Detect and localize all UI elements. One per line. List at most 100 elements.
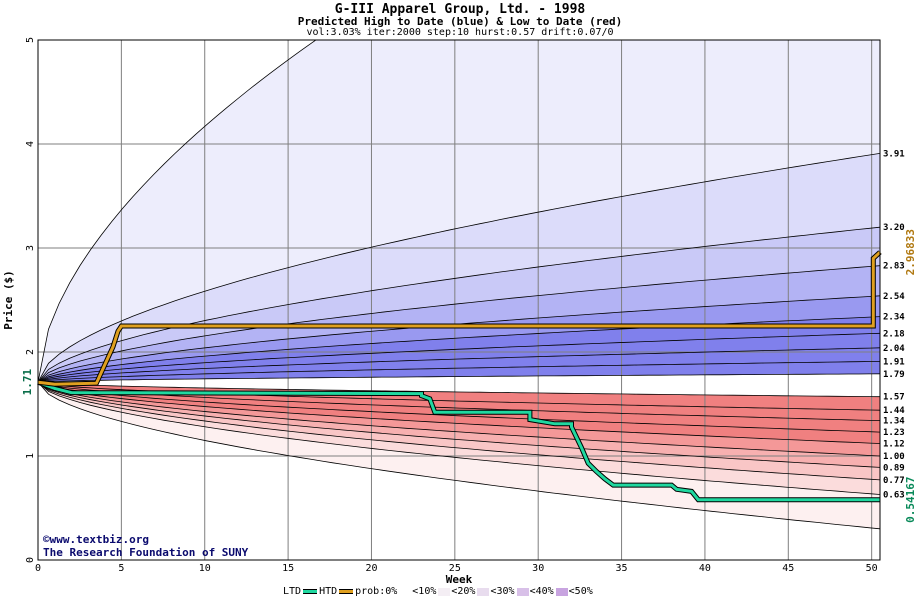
start-price-label: 1.71 bbox=[21, 369, 34, 396]
legend-swatch-4 bbox=[555, 587, 568, 596]
x-tick-label-15: 15 bbox=[282, 563, 294, 574]
low-band-4 bbox=[38, 382, 880, 456]
plot-frame bbox=[37, 39, 881, 561]
legend-item-3: <40% bbox=[529, 586, 554, 597]
y-tick-label-3: 3 bbox=[25, 245, 36, 251]
y-tick-label-0: 0 bbox=[25, 557, 36, 563]
quantile-line-low-6 bbox=[38, 381, 880, 468]
quantile-label-5: 2.18 bbox=[883, 329, 905, 339]
credits-org: The Research Foundation of SUNY bbox=[43, 546, 249, 559]
quantile-label-0: 3.91 bbox=[883, 149, 905, 159]
quantile-line-outer-low bbox=[38, 381, 880, 530]
x-tick-label-10: 10 bbox=[199, 563, 211, 574]
htd-final-label: 2.96833 bbox=[904, 229, 917, 275]
legend-item-4: <50% bbox=[568, 586, 593, 597]
quantile-line-low-7 bbox=[38, 381, 880, 481]
high-band-4 bbox=[38, 295, 880, 383]
credits: ©www.textbiz.org The Research Foundation… bbox=[43, 533, 248, 559]
high-band-0 bbox=[38, 40, 880, 383]
quantile-line-high-8 bbox=[38, 373, 880, 383]
legend: LTD HTD prob:0% <10% <20% <30% <40% <50% bbox=[283, 586, 593, 597]
legend-prob-label: prob:0% bbox=[355, 586, 398, 597]
quantile-lines bbox=[38, 40, 880, 530]
quantile-label-1: 3.20 bbox=[883, 223, 905, 233]
quantile-label-11: 1.34 bbox=[883, 417, 905, 427]
quantile-line-low-3 bbox=[38, 381, 880, 433]
y-axis-label: Price ($) bbox=[2, 270, 15, 330]
y-tick-label-5: 5 bbox=[25, 37, 36, 43]
legend-ltd-label: LTD bbox=[283, 586, 302, 597]
legend-htd-label: HTD bbox=[319, 586, 338, 597]
low-band-3 bbox=[38, 382, 880, 444]
probability-bands bbox=[38, 40, 880, 529]
credits-site: ©www.textbiz.org bbox=[43, 533, 149, 546]
quantile-label-16: 0.77 bbox=[883, 476, 905, 486]
quantile-label-15: 0.89 bbox=[883, 463, 905, 473]
quantile-label-17: 0.63 bbox=[883, 490, 905, 500]
quantile-line-high-6 bbox=[38, 347, 880, 383]
x-tick-label-45: 45 bbox=[782, 563, 794, 574]
low-band-2 bbox=[38, 382, 880, 433]
x-tick-label-35: 35 bbox=[616, 563, 628, 574]
high-band-2 bbox=[38, 227, 880, 383]
x-tick-label-20: 20 bbox=[365, 563, 377, 574]
quantile-label-13: 1.12 bbox=[883, 440, 905, 450]
quantile-label-10: 1.44 bbox=[883, 406, 905, 416]
quantile-label-3: 2.54 bbox=[883, 292, 905, 302]
quantile-label-12: 1.23 bbox=[883, 428, 905, 438]
ltd-final-label: 0.54167 bbox=[904, 477, 917, 523]
legend-item-1: <20% bbox=[451, 586, 476, 597]
legend-swatch-0 bbox=[399, 587, 412, 596]
quantile-label-2: 2.83 bbox=[883, 262, 905, 272]
y-tick-label-1: 1 bbox=[25, 453, 36, 459]
legend-swatch-3 bbox=[516, 587, 529, 596]
quantile-label-6: 2.04 bbox=[883, 344, 905, 354]
low-band-7 bbox=[38, 382, 880, 495]
x-axis-label: Week bbox=[446, 573, 473, 586]
quantile-line-high-7 bbox=[38, 361, 880, 383]
y-tick-label-4: 4 bbox=[25, 141, 36, 147]
quantile-line-low-0 bbox=[38, 381, 880, 398]
htd-series-line bbox=[37, 251, 882, 386]
legend-htd-swatch bbox=[339, 589, 354, 594]
y-tick-label-2: 2 bbox=[25, 349, 36, 355]
high-band-8 bbox=[38, 361, 880, 383]
low-band-5 bbox=[38, 382, 880, 468]
quantile-line-low-8 bbox=[38, 381, 880, 495]
x-tick-label-30: 30 bbox=[532, 563, 544, 574]
legend-item-0: <10% bbox=[412, 586, 437, 597]
chart-params: vol:3.03% iter:2000 step:10 hurst:0.57 d… bbox=[306, 27, 614, 38]
x-tick-label-25: 25 bbox=[449, 563, 461, 574]
legend-swatch-2 bbox=[477, 587, 490, 596]
chart-subtitle: Predicted High to Date (blue) & Low to D… bbox=[297, 15, 623, 28]
quantile-line-low-4 bbox=[38, 381, 880, 444]
high-band-6 bbox=[38, 333, 880, 383]
quantile-line-high-5 bbox=[38, 332, 880, 383]
legend-ltd-swatch bbox=[303, 589, 318, 594]
x-tick-label-40: 40 bbox=[699, 563, 711, 574]
high-band-1 bbox=[38, 153, 880, 383]
x-tick-label-50: 50 bbox=[866, 563, 878, 574]
quantile-line-high-4 bbox=[38, 316, 880, 383]
x-tick-label-5: 5 bbox=[118, 563, 124, 574]
quantile-label-9: 1.57 bbox=[883, 393, 905, 403]
quantile-label-14: 1.00 bbox=[883, 452, 905, 462]
quantile-line-low-2 bbox=[38, 381, 880, 421]
low-band-6 bbox=[38, 382, 880, 480]
low-band-8 bbox=[38, 382, 880, 529]
legend-swatch-1 bbox=[438, 587, 451, 596]
high-band-5 bbox=[38, 316, 880, 383]
quantile-label-4: 2.34 bbox=[883, 313, 905, 323]
quantile-label-8: 1.79 bbox=[883, 370, 905, 380]
x-tick-label-0: 0 bbox=[35, 563, 41, 574]
quantile-line-high-0 bbox=[38, 153, 880, 383]
legend-item-2: <30% bbox=[490, 586, 515, 597]
quantile-label-7: 1.91 bbox=[883, 357, 905, 367]
high-band-7 bbox=[38, 347, 880, 383]
quantile-line-outer-high bbox=[38, 40, 317, 383]
quantile-line-high-2 bbox=[38, 265, 880, 383]
chart-title: G-III Apparel Group, Ltd. - 1998 bbox=[334, 2, 586, 17]
quantile-line-low-5 bbox=[38, 381, 880, 457]
ltd-series-line bbox=[37, 380, 880, 502]
